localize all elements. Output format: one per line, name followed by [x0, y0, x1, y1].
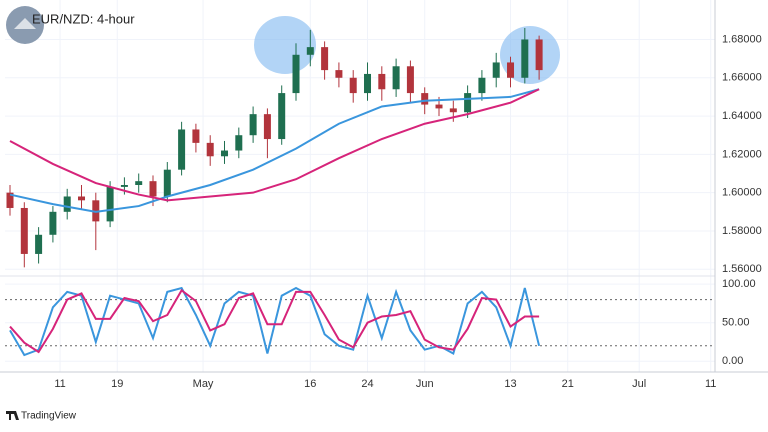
candle-body	[364, 73, 372, 94]
y-tick-label: 1.68000	[722, 33, 762, 45]
candle-body	[235, 135, 243, 151]
x-tick-label: 11	[705, 378, 716, 390]
line-series	[9, 88, 540, 202]
candle-body	[163, 169, 171, 197]
marks	[5, 27, 715, 357]
brand-logo	[6, 411, 19, 420]
candle-body	[521, 39, 529, 78]
candle-body	[435, 104, 443, 109]
candle-body	[192, 129, 200, 143]
candle-body	[178, 129, 186, 170]
candle-body	[449, 108, 457, 113]
candle-body	[535, 39, 543, 71]
candle-body	[135, 181, 143, 185]
x-tick-label: May	[193, 378, 214, 390]
candle-body	[492, 62, 500, 78]
candle-body	[63, 196, 71, 212]
candle-body	[149, 181, 157, 197]
y-tick-label: 0.00	[722, 355, 743, 367]
candle-body	[392, 66, 400, 90]
candle-body	[321, 47, 329, 71]
x-tick-label: 19	[111, 378, 123, 390]
candle-body	[278, 93, 286, 140]
candle-body	[78, 196, 86, 201]
x-tick-label: 16	[304, 378, 316, 390]
candle-body	[378, 73, 386, 90]
candle-body	[206, 142, 214, 157]
candle-body	[421, 93, 429, 105]
candle-body	[306, 47, 314, 55]
candle-body	[106, 186, 114, 222]
logo-icon	[14, 18, 36, 29]
candle-body	[6, 192, 14, 208]
candle-body	[35, 234, 43, 254]
candle-body	[292, 54, 300, 94]
candle-body	[20, 207, 28, 254]
line-series	[9, 88, 540, 213]
x-tick-label: 13	[504, 378, 516, 390]
y-tick-label: 1.62000	[722, 148, 762, 160]
line-series	[9, 288, 540, 354]
candle-body	[263, 114, 271, 140]
x-tick-label: 11	[54, 378, 65, 390]
x-tick-label: 21	[562, 378, 574, 390]
y-tick-label: 1.64000	[722, 110, 762, 122]
brand: TradingView	[21, 411, 77, 422]
x-tick-label: Jun	[416, 378, 434, 390]
y-tick-label: 1.66000	[722, 72, 762, 84]
candle-body	[249, 114, 257, 136]
x-tick-label: 24	[361, 378, 373, 390]
candle-body	[464, 93, 472, 113]
highlight-circle	[254, 16, 316, 74]
y-tick-label: 50.00	[722, 317, 750, 329]
candle-body	[221, 150, 229, 157]
candle-body	[349, 77, 357, 94]
y-tick-label: 1.58000	[722, 225, 762, 237]
y-tick-label: 100.00	[722, 278, 756, 290]
x-tick-label: Jul	[632, 378, 646, 390]
chart-title: EUR/NZD: 4-hour	[32, 11, 135, 26]
candle-body	[120, 185, 128, 187]
candle-body	[49, 211, 57, 235]
highlight-circle	[500, 26, 560, 84]
candle-body	[507, 62, 515, 78]
y-tick-label: 1.60000	[722, 187, 762, 199]
candle-body	[335, 70, 343, 78]
candle-body	[478, 77, 486, 94]
y-tick-label: 1.56000	[722, 263, 762, 275]
candle-body	[406, 66, 414, 94]
